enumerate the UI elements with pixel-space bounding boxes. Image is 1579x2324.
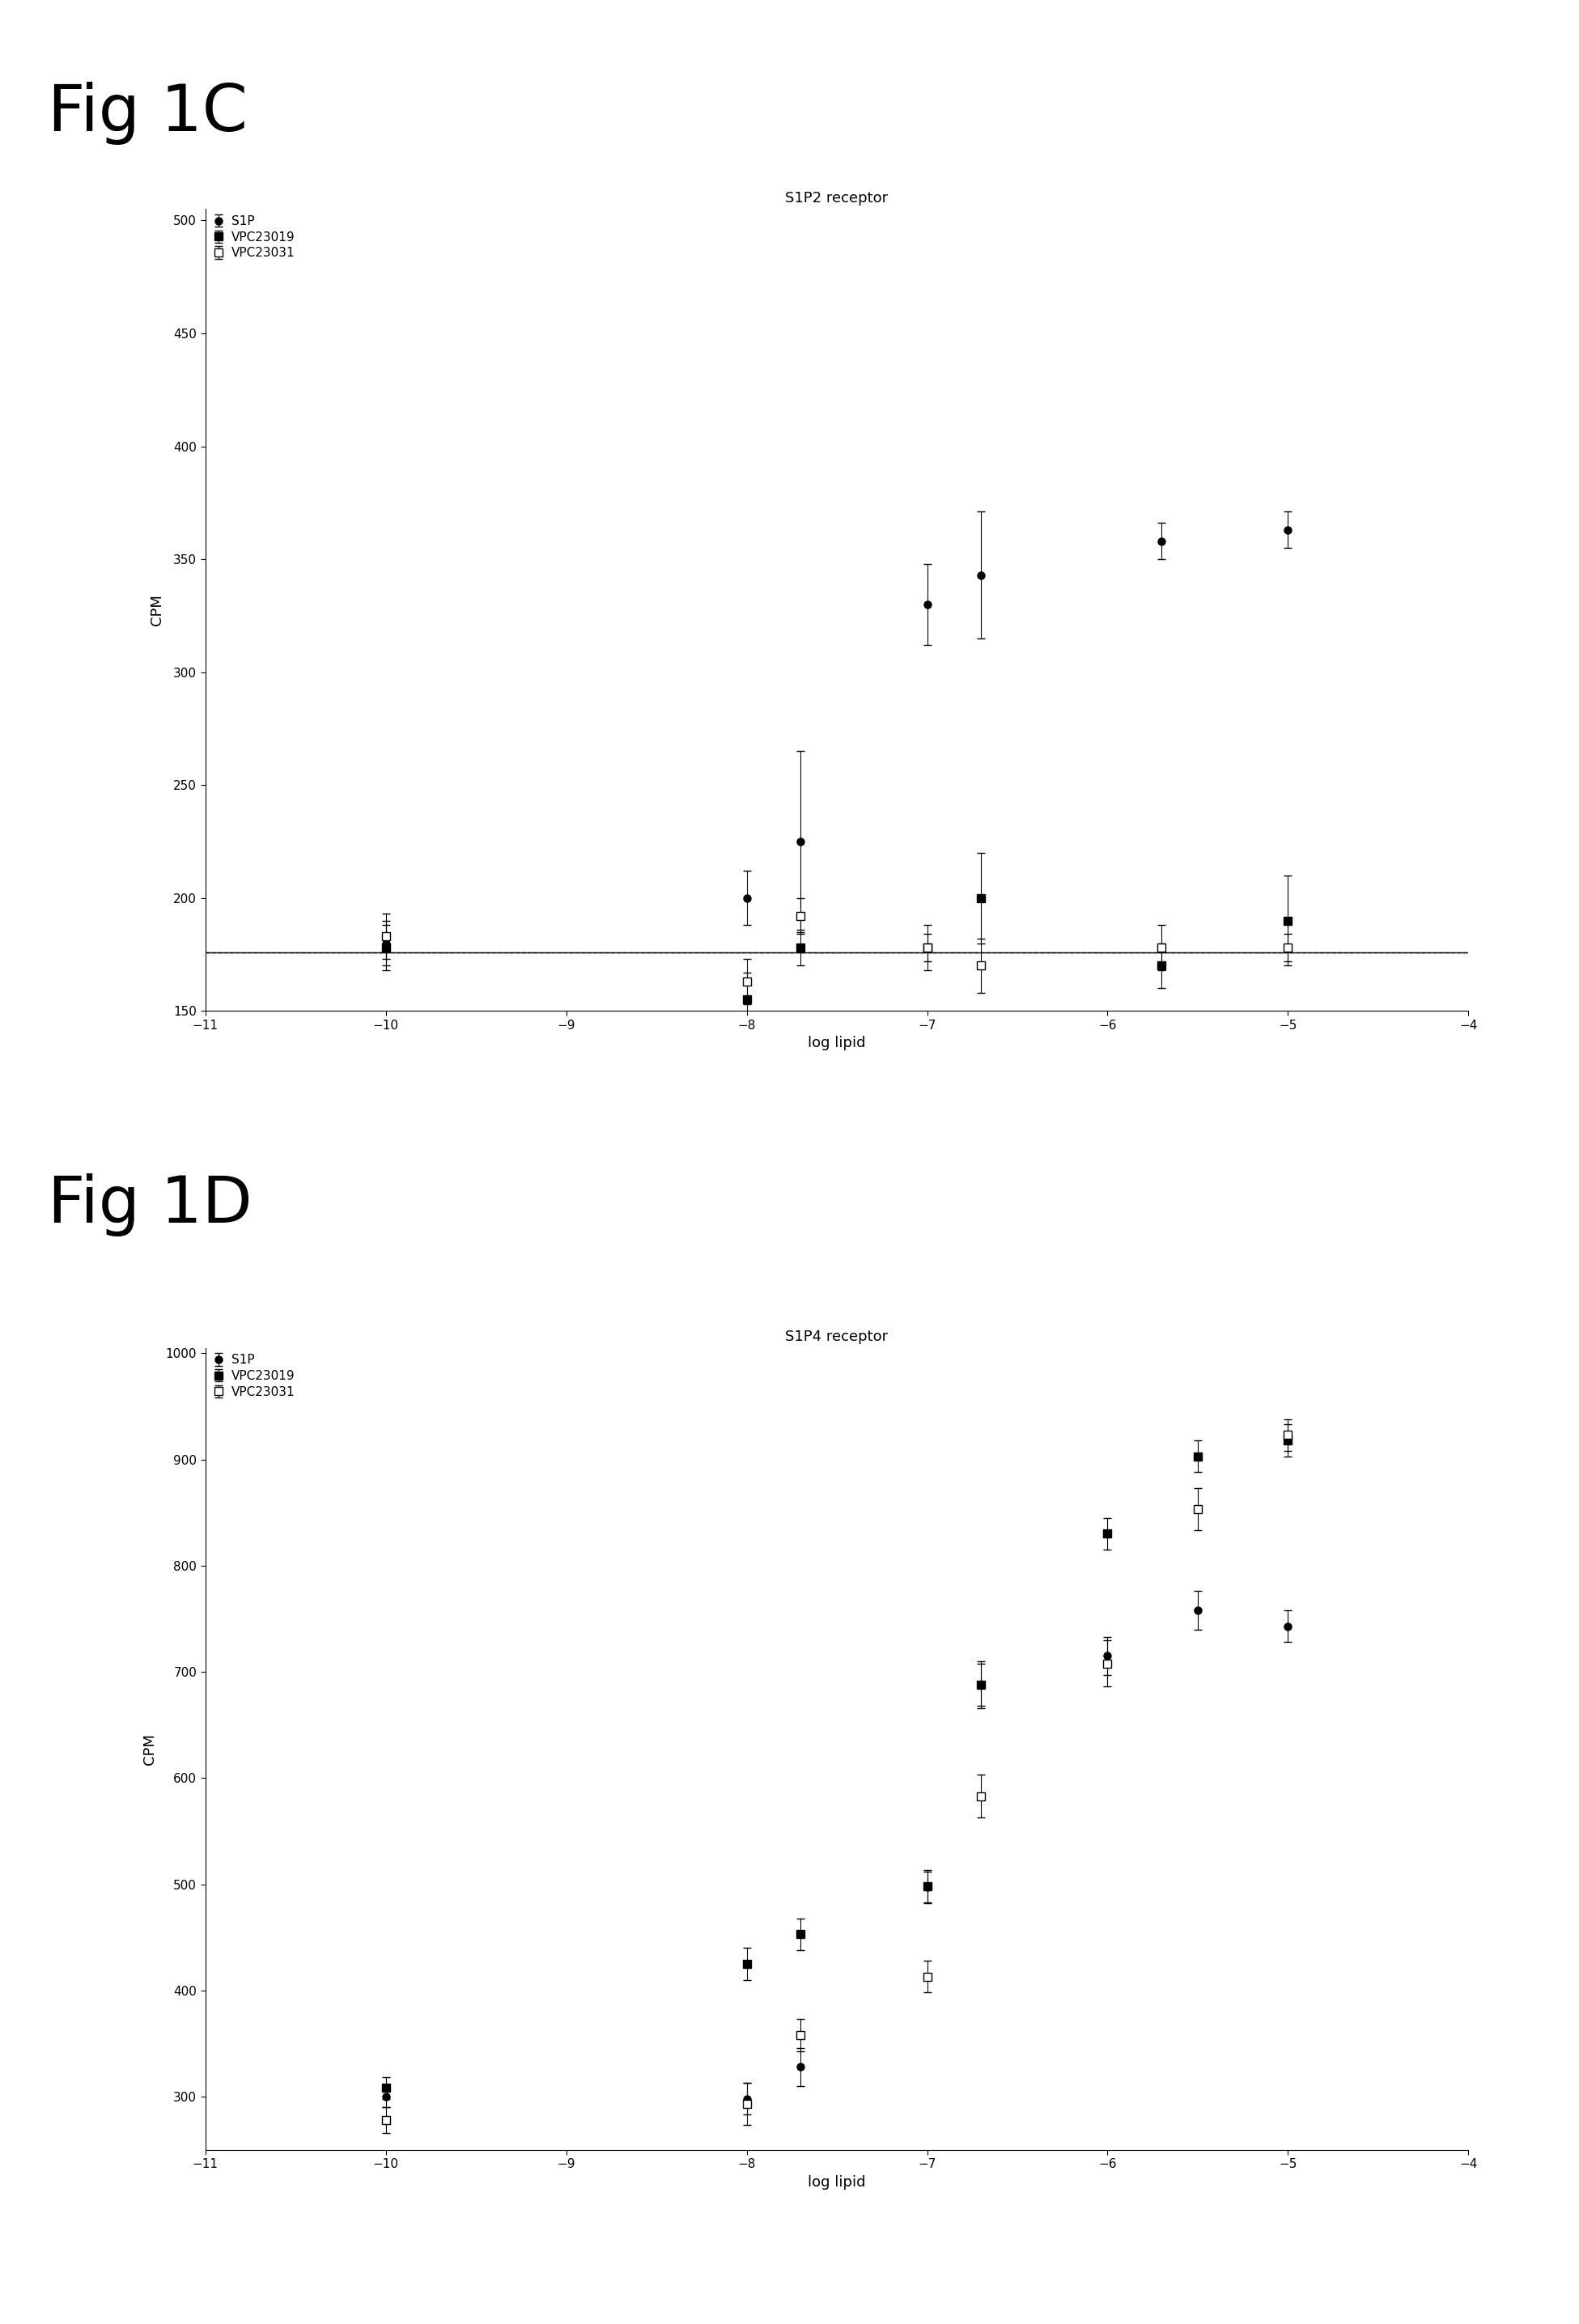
Text: Fig 1C: Fig 1C (47, 81, 248, 144)
Title: S1P2 receptor: S1P2 receptor (785, 191, 889, 205)
Title: S1P4 receptor: S1P4 receptor (785, 1329, 889, 1343)
Legend: S1P, VPC23019, VPC23031: S1P, VPC23019, VPC23031 (212, 216, 295, 260)
Legend: S1P, VPC23019, VPC23031: S1P, VPC23019, VPC23031 (212, 1355, 295, 1399)
X-axis label: log lipid: log lipid (808, 2175, 865, 2189)
Y-axis label: CPM: CPM (142, 1734, 156, 1764)
Y-axis label: CPM: CPM (150, 595, 164, 625)
Text: Fig 1D: Fig 1D (47, 1174, 253, 1236)
X-axis label: log lipid: log lipid (808, 1037, 865, 1050)
